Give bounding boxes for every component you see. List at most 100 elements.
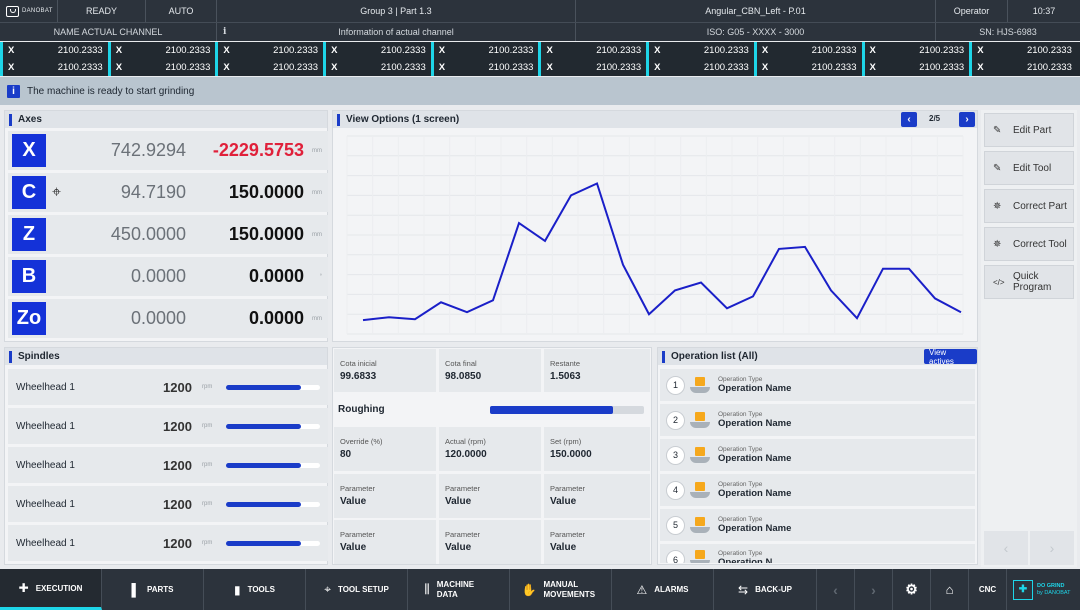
- operation-number: 6: [666, 550, 685, 563]
- coord-cell: X 2100.2333: [107, 59, 216, 76]
- nav-parts[interactable]: ▌ PARTS: [102, 569, 204, 610]
- quick-program-button[interactable]: </> Quick Program: [984, 265, 1074, 299]
- parameter-label: Parameter: [340, 530, 376, 539]
- override-value: 80: [340, 449, 352, 460]
- coord-value: 2100.2333: [811, 45, 857, 56]
- coord-cell: X 2100.2333: [215, 42, 323, 59]
- chevron-left-icon[interactable]: ‹: [817, 569, 855, 610]
- nav-manual-movements[interactable]: ✋ MANUAL MOVEMENTS: [510, 569, 612, 610]
- view-actives-button[interactable]: View actives: [924, 348, 977, 366]
- axis-target-value: -2229.5753: [212, 140, 304, 160]
- home-icon[interactable]: ⌂: [931, 569, 969, 610]
- spindle-row[interactable]: Wheelhead 1 1200 rpm: [8, 369, 328, 405]
- pencil-icon: ✎: [993, 124, 1002, 136]
- operation-icon: [690, 446, 710, 464]
- channel-bar: NAME ACTUAL CHANNEL i Information of act…: [0, 22, 1080, 41]
- edit-tool-button[interactable]: ✎ Edit Tool: [984, 151, 1074, 185]
- parameter-label: Parameter: [550, 530, 586, 539]
- coord-cell: X 2100.2333: [323, 42, 431, 59]
- nav-execution[interactable]: ✚ EXECUTION: [0, 569, 102, 610]
- spindle-speed: 1200: [163, 418, 192, 434]
- coord-value: 2100.2333: [273, 45, 319, 56]
- spindle-row[interactable]: Wheelhead 1 1200 rpm: [8, 408, 328, 444]
- coord-value: 2100.2333: [488, 62, 534, 73]
- coord-cell: X 2100.2333: [969, 42, 1077, 59]
- swap-icon: ⇆: [738, 582, 749, 597]
- chart-series-line: [362, 182, 962, 322]
- coord-axis: X: [331, 45, 338, 56]
- channel-name[interactable]: NAME ACTUAL CHANNEL: [0, 23, 217, 41]
- nav-back-up[interactable]: ⇆ BACK-UP: [714, 569, 817, 610]
- coord-cell: X 2100.2333: [0, 59, 108, 76]
- axis-row-zo[interactable]: Zo 0.0000 0.0000 mm: [8, 299, 328, 338]
- coord-axis: X: [438, 45, 446, 56]
- spindle-row[interactable]: Wheelhead 1 1200 rpm: [8, 486, 328, 522]
- gear-icon[interactable]: ⚙: [893, 569, 931, 610]
- operation-number: 1: [666, 375, 685, 395]
- view-options-header: View Options (1 screen) ‹ 2/5 ›: [333, 111, 977, 128]
- operation-text: Operation Type Operation N...: [718, 550, 780, 563]
- channel-info[interactable]: i Information of actual channel: [217, 23, 576, 41]
- axis-row-b[interactable]: B 0.0000 0.0000 °: [8, 257, 328, 296]
- chevron-left-icon[interactable]: ‹: [984, 531, 1028, 565]
- view-options-panel: View Options (1 screen) ‹ 2/5 ›: [332, 110, 978, 342]
- coord-cell: X 2100.2333: [646, 42, 754, 59]
- nav-machine-data[interactable]: ⫼ MACHINE DATA: [408, 569, 510, 610]
- user-role[interactable]: Operator: [936, 0, 1008, 22]
- cnc-button[interactable]: CNC: [969, 569, 1007, 610]
- spindle-load-bar: [226, 462, 320, 468]
- parameter-value: Value: [340, 542, 367, 553]
- iso-code: ISO: G05 - XXXX - 3000: [576, 23, 936, 41]
- nav-alarms[interactable]: ⚠ ALARMS: [612, 569, 714, 610]
- coord-cell: X 2100.2333: [430, 42, 539, 59]
- chevron-right-icon[interactable]: ›: [959, 112, 975, 127]
- axis-row-z[interactable]: Z 450.0000 150.0000 mm: [8, 215, 328, 254]
- nav-tools[interactable]: ▮ TOOLS: [204, 569, 306, 610]
- nav-label: MACHINE DATA: [436, 579, 475, 599]
- operation-type: Operation Type: [718, 550, 763, 557]
- program-name[interactable]: Angular_CBN_Left - P.01: [576, 0, 936, 22]
- operation-item[interactable]: 2 Operation Type Operation Name: [660, 404, 975, 436]
- logo-text: DANOBAT: [22, 8, 53, 14]
- axis-actual-value: 450.0000: [110, 224, 186, 244]
- chevron-right-icon[interactable]: ›: [855, 569, 893, 610]
- edit-part-button[interactable]: ✎ Edit Part: [984, 113, 1074, 147]
- crosshair-icon[interactable]: ⌖: [52, 183, 62, 201]
- axis-label: B: [12, 260, 46, 293]
- coord-cell: X 2100.2333: [861, 59, 970, 76]
- operation-item[interactable]: 6 Operation Type Operation N...: [660, 544, 975, 563]
- correct-tool-button[interactable]: ✵ Correct Tool: [984, 227, 1074, 261]
- chevron-left-icon[interactable]: ‹: [901, 112, 917, 127]
- operation-list-title: Operation list (All): [671, 351, 758, 362]
- axis-unit: mm: [312, 231, 322, 238]
- parameter-cell: Parameter Value: [439, 520, 541, 564]
- spindle-speed: 1200: [163, 535, 192, 551]
- coord-value: 2100.2333: [380, 45, 426, 56]
- spindle-row[interactable]: Wheelhead 1 1200 rpm: [8, 447, 328, 483]
- cota-inicial: Cota inicial 99.6833: [334, 349, 436, 392]
- correct-part-button[interactable]: ✵ Correct Part: [984, 189, 1074, 223]
- coord-value: 2100.2333: [1026, 45, 1072, 56]
- operation-name: Operation Name: [718, 523, 792, 534]
- coord-value: 2100.2333: [165, 45, 211, 56]
- group-part[interactable]: Group 3 | Part 1.3: [217, 0, 576, 22]
- operation-item[interactable]: 3 Operation Type Operation Name: [660, 439, 975, 471]
- coord-value: 2100.2333: [57, 62, 103, 73]
- actual-rpm-value: 120.0000: [445, 449, 487, 460]
- operation-item[interactable]: 1 Operation Type Operation Name: [660, 369, 975, 401]
- operation-text: Operation Type Operation Name: [718, 516, 791, 534]
- spindle-row[interactable]: Wheelhead 1 1200 rpm: [8, 525, 328, 561]
- clock: 10:37: [1032, 6, 1056, 16]
- axis-row-x[interactable]: X 742.9294 -2229.5753 mm: [8, 131, 328, 170]
- cota-inicial-value: 99.6833: [340, 371, 377, 382]
- parameter-label: Parameter: [550, 484, 586, 493]
- nav-tool-setup[interactable]: ⌖ TOOL SETUP: [306, 569, 408, 610]
- axis-label: Z: [12, 218, 46, 251]
- operation-item[interactable]: 5 Operation Type Operation Name: [660, 509, 975, 541]
- chevron-right-icon[interactable]: ›: [1030, 531, 1074, 565]
- operation-item[interactable]: 4 Operation Type Operation Name: [660, 474, 975, 506]
- operation-type: Operation Type: [718, 376, 763, 383]
- do-grind-logo-icon: ✚: [1013, 579, 1033, 600]
- operation-type: Operation Type: [718, 411, 763, 418]
- axis-row-c[interactable]: C ⌖ 94.7190 150.0000 mm: [8, 173, 328, 212]
